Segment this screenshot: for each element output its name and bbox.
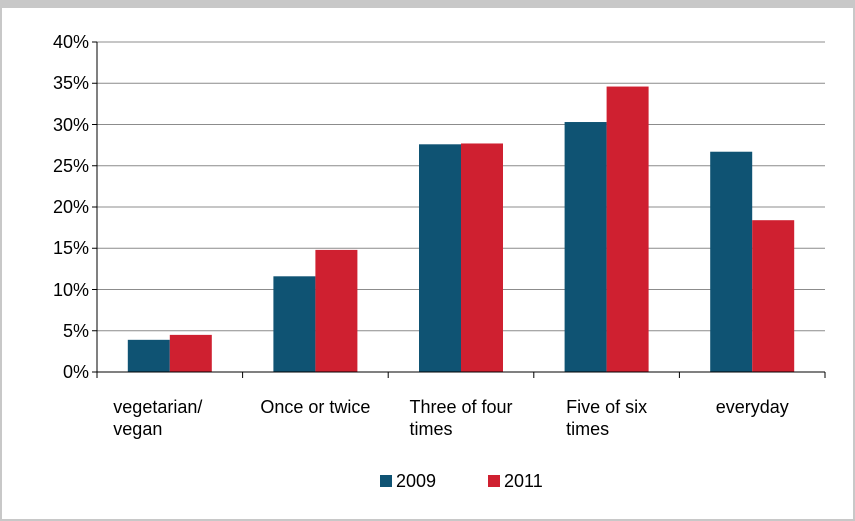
legend-label: 2011 — [504, 471, 543, 491]
bar — [127, 339, 170, 372]
bar — [752, 220, 795, 372]
y-tick-label: 20% — [52, 197, 89, 217]
x-tick-label: everyday — [715, 397, 789, 417]
legend-label: 2009 — [396, 471, 437, 491]
bar — [564, 122, 607, 373]
y-tick-label: 0% — [62, 362, 89, 382]
x-tick-label: Once or twice — [260, 397, 371, 417]
y-tick-label: 15% — [52, 238, 89, 259]
legend-swatch — [488, 475, 500, 487]
y-tick-label: 35% — [52, 73, 89, 94]
x-tick-label: vegetarian/ vegan — [113, 397, 203, 439]
y-tick-label: 25% — [52, 155, 89, 176]
x-tick-label: Five of six times — [566, 397, 648, 439]
bar — [169, 334, 212, 372]
bar — [315, 249, 358, 372]
y-tick-label: 10% — [52, 279, 89, 300]
bar — [710, 151, 753, 372]
bar — [273, 276, 316, 372]
y-tick-label: 40% — [52, 32, 89, 52]
bar — [606, 86, 649, 373]
bar — [419, 144, 461, 372]
y-tick-label: 30% — [52, 114, 89, 135]
x-tick-label: Three of four times — [409, 397, 513, 439]
legend-swatch — [380, 475, 392, 487]
y-tick-label: 5% — [62, 320, 89, 341]
bar — [461, 143, 503, 372]
